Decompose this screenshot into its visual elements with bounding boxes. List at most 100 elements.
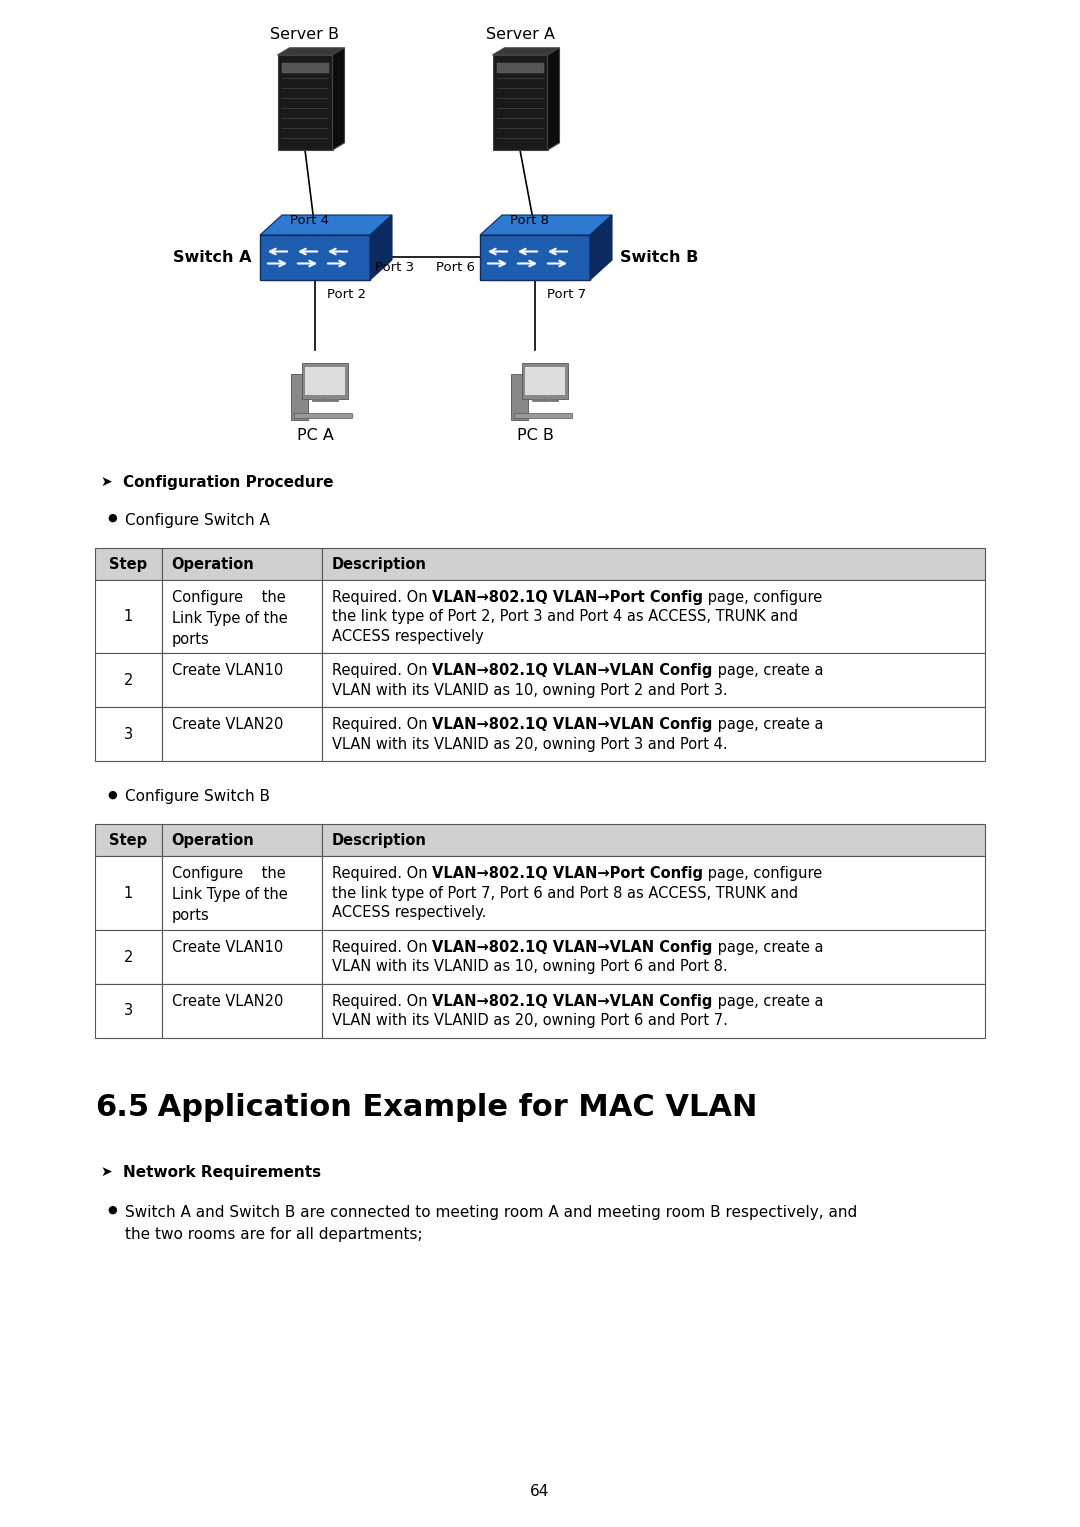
Text: Server A: Server A [486,27,554,43]
Polygon shape [278,47,345,55]
FancyBboxPatch shape [278,55,333,150]
Text: Port 4: Port 4 [291,214,329,228]
Text: Switch B: Switch B [620,250,699,266]
Polygon shape [333,47,345,150]
FancyBboxPatch shape [522,363,568,399]
Text: page, create a: page, create a [713,941,823,954]
FancyBboxPatch shape [95,654,162,707]
Text: ●: ● [107,1205,117,1215]
Text: Description: Description [332,834,427,847]
Text: 1: 1 [124,886,133,901]
FancyBboxPatch shape [480,235,590,279]
Text: Description: Description [332,556,427,571]
Text: Required. On: Required. On [332,866,432,881]
Text: VLAN→802.1Q VLAN→Port Config: VLAN→802.1Q VLAN→Port Config [432,589,703,605]
Text: PC A: PC A [297,428,334,443]
Text: ➤: ➤ [100,1165,111,1179]
Text: VLAN→802.1Q VLAN→VLAN Config: VLAN→802.1Q VLAN→VLAN Config [432,994,713,1009]
Text: Port 7: Port 7 [546,289,586,301]
FancyBboxPatch shape [322,548,985,580]
FancyBboxPatch shape [162,654,322,707]
Text: page, create a: page, create a [713,664,823,678]
FancyBboxPatch shape [322,654,985,707]
FancyBboxPatch shape [514,412,572,418]
FancyBboxPatch shape [162,707,322,762]
Text: Required. On: Required. On [332,664,432,678]
FancyBboxPatch shape [95,548,162,580]
Text: page, create a: page, create a [713,718,823,733]
Text: page, create a: page, create a [713,994,823,1009]
Text: Configure    the
Link Type of the
ports: Configure the Link Type of the ports [172,866,287,924]
Text: 3: 3 [124,1003,133,1019]
Text: the link type of Port 2, Port 3 and Port 4 as ACCESS, TRUNK and: the link type of Port 2, Port 3 and Port… [332,609,798,625]
FancyBboxPatch shape [525,368,565,395]
Text: VLAN with its VLANID as 10, owning Port 2 and Port 3.: VLAN with its VLANID as 10, owning Port … [332,683,728,698]
Text: 3: 3 [124,727,133,742]
Text: Switch A and Switch B are connected to meeting room A and meeting room B respect: Switch A and Switch B are connected to m… [125,1205,858,1220]
FancyBboxPatch shape [95,930,162,983]
Text: 2: 2 [124,950,133,965]
Text: Required. On: Required. On [332,994,432,1009]
FancyBboxPatch shape [260,235,370,279]
Text: Configuration Procedure: Configuration Procedure [123,475,334,490]
FancyBboxPatch shape [492,55,548,150]
FancyBboxPatch shape [162,580,322,654]
Polygon shape [260,215,392,235]
Text: 6.5: 6.5 [95,1093,149,1122]
FancyBboxPatch shape [162,930,322,983]
Text: VLAN→802.1Q VLAN→VLAN Config: VLAN→802.1Q VLAN→VLAN Config [432,664,713,678]
Text: Create VLAN20: Create VLAN20 [172,994,283,1009]
Text: page, configure: page, configure [703,866,823,881]
Text: VLAN with its VLANID as 10, owning Port 6 and Port 8.: VLAN with its VLANID as 10, owning Port … [332,959,728,974]
Text: Operation: Operation [172,556,255,571]
Text: Port 6: Port 6 [436,261,475,273]
Text: VLAN→802.1Q VLAN→VLAN Config: VLAN→802.1Q VLAN→VLAN Config [432,718,713,733]
FancyBboxPatch shape [497,63,543,73]
FancyBboxPatch shape [162,825,322,857]
Text: 2: 2 [124,673,133,689]
FancyBboxPatch shape [511,374,528,420]
FancyBboxPatch shape [95,580,162,654]
Text: Step: Step [109,834,148,847]
Text: Port 2: Port 2 [327,289,366,301]
Text: the link type of Port 7, Port 6 and Port 8 as ACCESS, TRUNK and: the link type of Port 7, Port 6 and Port… [332,886,798,901]
Text: the two rooms are for all departments;: the two rooms are for all departments; [125,1228,422,1241]
FancyBboxPatch shape [282,63,328,73]
Text: Step: Step [109,556,148,571]
Polygon shape [492,47,559,55]
Text: VLAN→802.1Q VLAN→Port Config: VLAN→802.1Q VLAN→Port Config [432,866,703,881]
Text: Required. On: Required. On [332,718,432,733]
Text: Required. On: Required. On [332,589,432,605]
FancyBboxPatch shape [292,374,308,420]
FancyBboxPatch shape [162,983,322,1038]
Polygon shape [480,215,612,235]
Text: Server B: Server B [270,27,339,43]
Text: ●: ● [107,789,117,800]
Text: Port 3: Port 3 [375,261,414,273]
FancyBboxPatch shape [95,983,162,1038]
Text: ACCESS respectively: ACCESS respectively [332,629,484,644]
Text: Create VLAN20: Create VLAN20 [172,718,283,733]
Text: 64: 64 [530,1484,550,1500]
Text: Create VLAN10: Create VLAN10 [172,941,283,954]
FancyBboxPatch shape [322,825,985,857]
Text: VLAN with its VLANID as 20, owning Port 3 and Port 4.: VLAN with its VLANID as 20, owning Port … [332,738,728,751]
FancyBboxPatch shape [95,825,162,857]
FancyBboxPatch shape [162,857,322,930]
Text: Application Example for MAC VLAN: Application Example for MAC VLAN [147,1093,757,1122]
Text: PC B: PC B [516,428,553,443]
Polygon shape [590,215,612,279]
FancyBboxPatch shape [322,983,985,1038]
Text: Port 8: Port 8 [511,214,550,228]
Text: ACCESS respectively.: ACCESS respectively. [332,906,486,921]
FancyBboxPatch shape [162,548,322,580]
Text: Create VLAN10: Create VLAN10 [172,664,283,678]
Text: Switch A: Switch A [174,250,252,266]
Text: Network Requirements: Network Requirements [123,1165,321,1180]
Text: ➤: ➤ [100,475,111,489]
Text: page, configure: page, configure [703,589,823,605]
FancyBboxPatch shape [302,363,348,399]
Text: ●: ● [107,513,117,524]
Polygon shape [370,215,392,279]
FancyBboxPatch shape [322,580,985,654]
